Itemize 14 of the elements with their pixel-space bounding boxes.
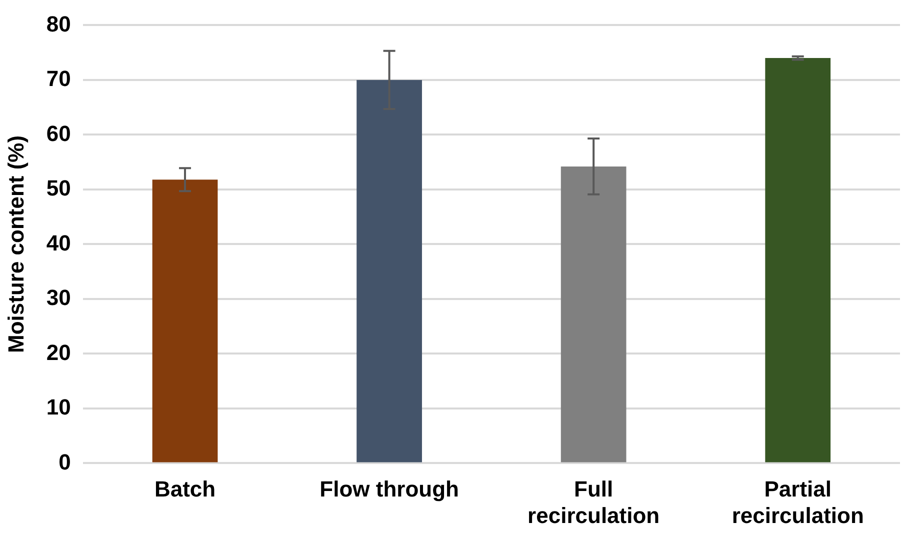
y-tick-label: 70	[46, 66, 71, 92]
y-tick-label: 30	[46, 285, 71, 310]
x-tick-label: Partial recirculation	[732, 476, 864, 528]
x-tick-label: Full recirculation	[528, 476, 660, 528]
x-tick-label: Batch	[154, 476, 216, 502]
x-tick-label: Flow through	[320, 476, 459, 502]
y-tick-label: 50	[46, 176, 71, 201]
y-tick-label: 0	[58, 449, 71, 474]
y-tick-label: 60	[46, 120, 71, 146]
y-tick-label: 80	[46, 11, 71, 36]
y-tick-label: 10	[46, 394, 71, 420]
y-axis-title: Moisture content (%)	[3, 135, 28, 353]
y-tick-label: 40	[46, 230, 71, 256]
y-tick-label: 20	[46, 340, 71, 365]
